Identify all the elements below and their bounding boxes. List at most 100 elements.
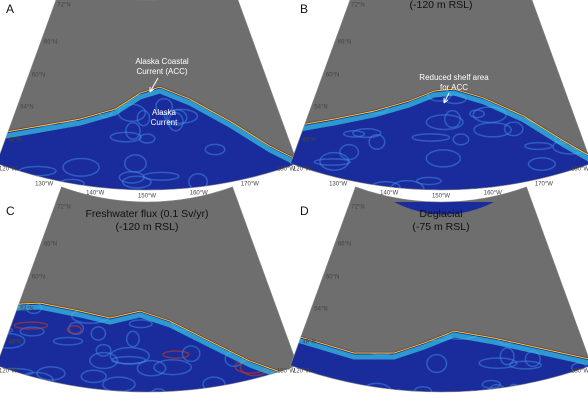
- panel-letter: C: [6, 204, 15, 218]
- lon-label: 180°W: [571, 369, 588, 375]
- lon-label: 120°W: [0, 167, 17, 173]
- arrow-head: [149, 87, 155, 93]
- lon-label: 120°W: [293, 369, 311, 375]
- land: [0, 186, 298, 379]
- panel-title: (-120 m RSL): [115, 221, 178, 233]
- eddy: [239, 388, 265, 392]
- eddy: [416, 176, 442, 186]
- eddy: [15, 179, 32, 188]
- eddy: [368, 133, 386, 150]
- eddy: [62, 157, 100, 177]
- eddy: [0, 73, 24, 90]
- eddy: [19, 326, 45, 337]
- eddy: [13, 321, 49, 330]
- eddy: [111, 355, 147, 365]
- eddy: [413, 386, 432, 392]
- eddy: [567, 269, 588, 278]
- lat-label: 66°N: [338, 40, 351, 46]
- eddy: [503, 121, 524, 137]
- lat-label: 72°N: [351, 3, 364, 9]
- current-glow: [293, 332, 588, 367]
- eddy: [162, 350, 190, 359]
- annotation: for ACC: [440, 83, 468, 92]
- eddy: [52, 336, 84, 346]
- eddy: [506, 383, 522, 392]
- eddy: [181, 345, 201, 363]
- lon-label: 120°W: [0, 369, 17, 375]
- lat-label: 60°N: [32, 275, 45, 281]
- arrow: [149, 77, 159, 93]
- lon-label: 160°W: [190, 191, 208, 197]
- land: [293, 0, 588, 158]
- arrow: [443, 92, 450, 104]
- annotation: Reduced shelf area: [419, 73, 489, 82]
- eddy: [524, 141, 553, 151]
- eddy: [350, 388, 374, 392]
- land: [0, 0, 298, 161]
- eddy: [577, 283, 588, 291]
- lon-label: 180°W: [571, 167, 588, 173]
- eddy: [36, 366, 66, 381]
- panel-letter: A: [6, 2, 14, 16]
- eddy: [509, 360, 543, 370]
- eddy: [313, 158, 351, 166]
- panel-letter: D: [300, 204, 309, 218]
- eddy: [425, 114, 464, 131]
- eddy: [150, 388, 167, 392]
- eddy: [283, 396, 302, 403]
- lat-label: 72°N: [57, 3, 70, 9]
- eddy: [419, 395, 457, 402]
- eddy: [273, 256, 297, 268]
- lat-label: 66°N: [338, 242, 351, 248]
- map-panel: D Deglacial(-75 m RSL) 72°N 66°N 60°N 54°N 48°…: [290, 186, 588, 402]
- lon-label: 160°W: [484, 191, 502, 197]
- map-frame: [290, 186, 588, 393]
- eddy: [478, 357, 518, 369]
- lat-label: 54°N: [20, 307, 33, 313]
- eddy: [123, 154, 147, 173]
- lat-label: 60°N: [326, 73, 339, 79]
- eddy: [362, 391, 389, 392]
- lat-label: 72°N: [57, 205, 70, 211]
- eddy: [121, 175, 152, 189]
- eddy: [0, 333, 26, 349]
- current-glow: [293, 90, 588, 165]
- eddy: [125, 121, 141, 140]
- annotation: Current (ACC): [136, 67, 187, 76]
- current-glow: [0, 304, 298, 386]
- arrow-head: [443, 98, 449, 104]
- lat-label: 48°N: [8, 340, 21, 346]
- eddy: [232, 396, 265, 405]
- map: [0, 0, 298, 190]
- lat-label: 72°N: [351, 205, 364, 211]
- eddy: [82, 399, 94, 405]
- panel-title: Freshwater flux (0.1 Sv/yr): [85, 208, 208, 220]
- eddy: [136, 359, 167, 377]
- eddy: [487, 383, 507, 392]
- panel-title: (-75 m RSL): [412, 221, 469, 233]
- map-frame: [290, 0, 588, 191]
- eddy: [260, 172, 296, 189]
- lat-label: 60°N: [326, 275, 339, 281]
- eddy: [339, 143, 360, 161]
- eddy: [0, 394, 16, 403]
- panel-letter: B: [300, 2, 308, 16]
- eddy: [80, 369, 107, 384]
- eddy: [0, 290, 13, 303]
- lon-label: 140°W: [86, 191, 104, 197]
- lat-label: 66°N: [44, 40, 57, 46]
- eddy: [89, 351, 119, 370]
- eddy: [66, 325, 83, 335]
- eddy: [109, 131, 142, 143]
- eddy: [426, 353, 448, 374]
- lon-label: 130°W: [329, 182, 347, 188]
- eddy: [352, 128, 382, 139]
- eddy: [163, 108, 199, 124]
- lat-label: 54°N: [314, 105, 327, 111]
- eddy: [452, 133, 470, 146]
- eddy: [125, 330, 140, 348]
- lon-label: 150°W: [432, 194, 450, 200]
